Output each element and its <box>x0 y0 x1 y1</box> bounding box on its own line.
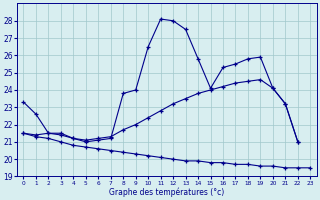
X-axis label: Graphe des températures (°c): Graphe des températures (°c) <box>109 187 225 197</box>
